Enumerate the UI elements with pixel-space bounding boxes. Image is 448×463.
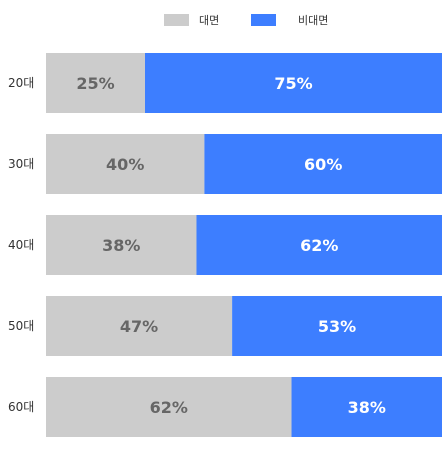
data-label-1-3: 38% xyxy=(102,236,140,255)
legend-label-1: 대면 xyxy=(199,14,219,27)
data-label-1-1: 25% xyxy=(76,74,114,93)
bar-2-5 xyxy=(291,377,442,437)
data-label-1-5: 62% xyxy=(150,398,188,417)
bar-2-3 xyxy=(196,215,442,275)
bar-2-4 xyxy=(232,296,442,356)
category-label-3: 40대 xyxy=(8,238,34,252)
bar-1-2 xyxy=(46,134,205,194)
bar-1-5 xyxy=(46,377,292,437)
data-label-2-5: 38% xyxy=(348,398,386,417)
bars: 25% 75% 40% 60% 38% 62% 47% 53% 62% 38% xyxy=(46,53,442,437)
category-label-2: 30대 xyxy=(8,157,34,171)
bar-1-4 xyxy=(46,296,233,356)
category-labels: 20대 30대 40대 50대 60대 xyxy=(8,76,34,414)
data-label-2-4: 53% xyxy=(318,317,356,336)
data-label-1-2: 40% xyxy=(106,155,144,174)
data-label-1-4: 47% xyxy=(120,317,158,336)
legend: 대면 비대면 xyxy=(164,14,328,27)
data-label-2-2: 60% xyxy=(304,155,342,174)
legend-swatch-2 xyxy=(251,14,276,26)
legend-label-2: 비대면 xyxy=(298,14,328,27)
data-label-2-3: 62% xyxy=(300,236,338,255)
data-label-2-1: 75% xyxy=(274,74,312,93)
bar-1-3 xyxy=(46,215,197,275)
bar-1-1 xyxy=(46,53,145,113)
category-label-4: 50대 xyxy=(8,319,34,333)
bar-2-1 xyxy=(145,53,442,113)
category-label-5: 60대 xyxy=(8,400,34,414)
bar-2-2 xyxy=(204,134,442,194)
category-label-1: 20대 xyxy=(8,76,34,90)
legend-swatch-1 xyxy=(164,14,189,26)
